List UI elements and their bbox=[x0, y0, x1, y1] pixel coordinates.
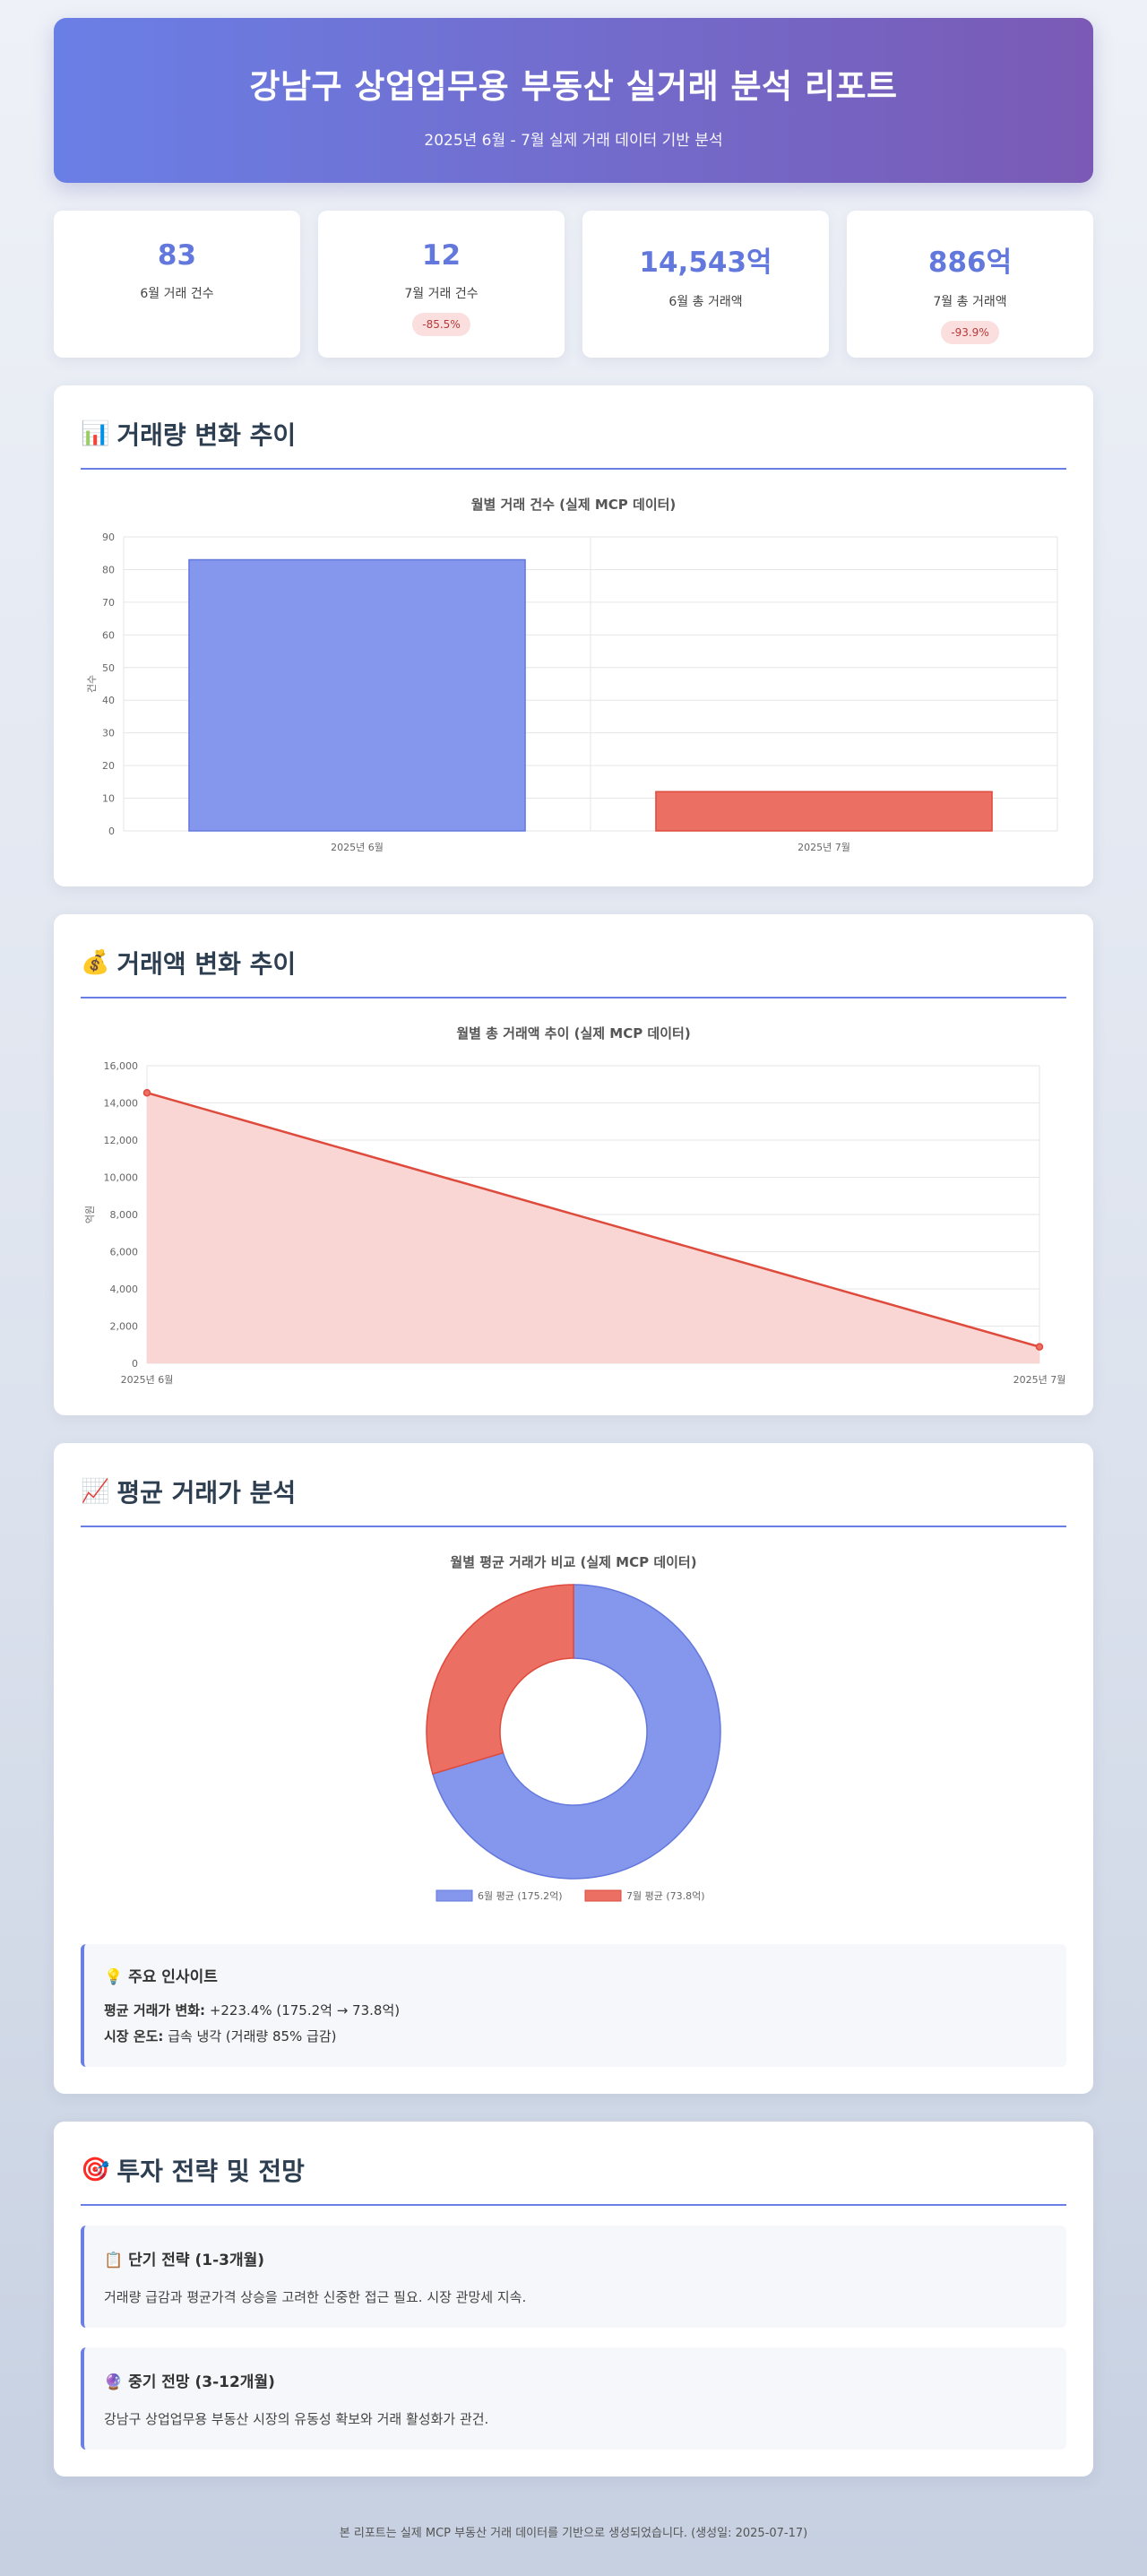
stat-value: 14,543억 bbox=[639, 246, 772, 279]
stat-value: 83 bbox=[157, 239, 197, 272]
section-title: 🎯 투자 전략 및 전망 bbox=[81, 2152, 1066, 2206]
section-title-text: 투자 전략 및 전망 bbox=[116, 2157, 305, 2186]
chart-title: 월별 거래 건수 (실제 MCP 데이터) bbox=[470, 497, 677, 513]
legend-swatch bbox=[436, 1889, 473, 1902]
data-point bbox=[142, 1088, 151, 1097]
strategy-title-text: 중기 전망 (3-12개월) bbox=[128, 2373, 275, 2391]
stat-card-june-amount: 14,543억 6월 총 거래액 bbox=[582, 211, 829, 358]
bar bbox=[188, 558, 526, 832]
insight-value: 급속 냉각 (거래량 85% 급감) bbox=[163, 2028, 337, 2044]
y-tick-label: 2,000 bbox=[110, 1321, 139, 1333]
stat-label: 6월 총 거래액 bbox=[668, 295, 743, 309]
pie-slice bbox=[426, 1584, 574, 1776]
strategy-text: 강남구 상업업무용 부동산 시장의 유동성 확보와 거래 활성화가 관건. bbox=[104, 2411, 489, 2427]
report-subtitle: 2025년 6월 - 7월 실제 거래 데이터 기반 분석 bbox=[424, 132, 723, 150]
y-tick-label: 80 bbox=[102, 564, 115, 575]
y-tick-label: 90 bbox=[102, 532, 115, 543]
report-title: 강남구 상업업무용 부동산 실거래 분석 리포트 bbox=[249, 67, 898, 106]
y-tick-label: 12,000 bbox=[104, 1135, 139, 1146]
strategy-text: 거래량 급감과 평균가격 상승을 고려한 신중한 접근 필요. 시장 관망세 지… bbox=[104, 2289, 527, 2305]
target-icon: 🎯 bbox=[81, 2157, 110, 2183]
insight-label: 평균 거래가 변화: bbox=[104, 2002, 206, 2018]
insight-line: 시장 온도: 급속 냉각 (거래량 85% 급감) bbox=[104, 2027, 1047, 2045]
pie-slice bbox=[431, 1584, 721, 1880]
x-tick-label: 2025년 6월 bbox=[121, 1374, 174, 1386]
insight-line: 평균 거래가 변화: +223.4% (175.2억 → 73.8억) bbox=[104, 2001, 1047, 2019]
legend-swatch bbox=[584, 1889, 622, 1902]
section-title-text: 거래량 변화 추이 bbox=[116, 420, 297, 450]
x-tick-label: 2025년 7월 bbox=[1013, 1374, 1066, 1386]
y-tick-label: 0 bbox=[108, 826, 115, 837]
y-tick-label: 30 bbox=[102, 728, 115, 739]
stat-value: 886억 bbox=[927, 246, 1013, 279]
legend-label: 6월 평균 (175.2억) bbox=[478, 1890, 563, 1902]
report-header: 강남구 상업업무용 부동산 실거래 분석 리포트 2025년 6월 - 7월 실… bbox=[54, 18, 1093, 183]
area-fill bbox=[147, 1093, 1039, 1363]
stat-card-july-amount: 886억 7월 총 거래액 -93.9% bbox=[847, 211, 1093, 358]
y-tick-label: 40 bbox=[102, 695, 115, 706]
report-footer: 본 리포트는 실제 MCP 부동산 거래 데이터를 기반으로 생성되었습니다. … bbox=[339, 2527, 808, 2540]
y-tick-label: 14,000 bbox=[104, 1098, 139, 1110]
chart-title: 월별 총 거래액 추이 (실제 MCP 데이터) bbox=[456, 1025, 691, 1042]
section-title-text: 평균 거래가 분석 bbox=[116, 1478, 297, 1508]
crystal-ball-icon: 🔮 bbox=[104, 2373, 124, 2391]
bar bbox=[655, 791, 993, 832]
amount-section: 💰 거래액 변화 추이 월별 총 거래액 추이 (실제 MCP 데이터) 0 2,… bbox=[54, 914, 1093, 1415]
stat-label: 7월 총 거래액 bbox=[933, 295, 1007, 309]
volume-section: 📊 거래량 변화 추이 월별 거래 건수 (실제 MCP 데이터) 0 10 20 3… bbox=[54, 385, 1093, 886]
lightbulb-icon: 💡 bbox=[104, 1968, 124, 1986]
y-tick-label: 20 bbox=[102, 760, 115, 772]
x-tick-label: 2025년 6월 bbox=[331, 842, 384, 853]
memo-icon: 📋 bbox=[104, 2252, 124, 2269]
stat-label: 7월 거래 건수 bbox=[404, 287, 479, 301]
stat-label: 6월 거래 건수 bbox=[140, 287, 214, 301]
stat-value: 12 bbox=[421, 239, 461, 272]
legend-label: 7월 평균 (73.8억) bbox=[626, 1890, 705, 1902]
y-tick-label: 70 bbox=[102, 597, 115, 609]
section-title-text: 거래액 변화 추이 bbox=[116, 949, 297, 979]
y-tick-label: 0 bbox=[132, 1358, 138, 1370]
y-tick-label: 8,000 bbox=[110, 1209, 139, 1221]
strategy-title: 📋 단기 전략 (1-3개월) bbox=[104, 2247, 1047, 2269]
section-title: 💰 거래액 변화 추이 bbox=[81, 945, 1066, 998]
mid-term-outlook: 🔮 중기 전망 (3-12개월) 강남구 상업업무용 부동산 시장의 유동성 확… bbox=[81, 2347, 1066, 2450]
report-page: 강남구 상업업무용 부동산 실거래 분석 리포트 2025년 6월 - 7월 실… bbox=[54, 0, 1093, 2576]
y-tick-label: 16,000 bbox=[104, 1060, 139, 1072]
insight-title: 💡 주요 인사이트 bbox=[104, 1964, 1047, 1986]
x-tick-label: 2025년 7월 bbox=[798, 842, 850, 853]
average-section: 📈 평균 거래가 분석 월별 평균 거래가 비교 (실제 MCP 데이터) 6월… bbox=[54, 1443, 1093, 2094]
stat-card-july-count: 12 7월 거래 건수 -85.5% bbox=[318, 211, 565, 358]
y-tick-label: 50 bbox=[102, 662, 115, 674]
insight-label: 시장 온도: bbox=[104, 2028, 164, 2044]
y-axis-label: 건수 bbox=[86, 675, 98, 693]
strategy-title-text: 단기 전략 (1-3개월) bbox=[128, 2252, 265, 2269]
section-title: 📈 평균 거래가 분석 bbox=[81, 1474, 1066, 1527]
change-badge: -85.5% bbox=[412, 313, 470, 336]
bar-chart-icon: 📊 bbox=[81, 420, 110, 447]
trend-up-icon: 📈 bbox=[81, 1478, 110, 1505]
change-badge: -93.9% bbox=[941, 321, 999, 344]
y-tick-label: 60 bbox=[102, 629, 115, 641]
y-axis-label: 억원 bbox=[84, 1206, 96, 1223]
volume-bar-chart: 0 10 20 30 40 50 60 70 80 90 건수 2025년 6월 2025년 7월 bbox=[86, 532, 1058, 853]
insight-box: 💡 주요 인사이트 평균 거래가 변화: +223.4% (175.2억 → 7… bbox=[81, 1944, 1066, 2067]
stats-row: 83 6월 거래 건수 12 7월 거래 건수 -85.5% 14,543억 6… bbox=[54, 211, 1093, 358]
short-term-strategy: 📋 단기 전략 (1-3개월) 거래량 급감과 평균가격 상승을 고려한 신중한… bbox=[81, 2226, 1066, 2328]
series-line bbox=[146, 1092, 1040, 1348]
y-tick-label: 6,000 bbox=[110, 1247, 139, 1258]
y-tick-label: 10,000 bbox=[104, 1172, 139, 1184]
insight-title-text: 주요 인사이트 bbox=[128, 1968, 218, 1986]
strategy-title: 🔮 중기 전망 (3-12개월) bbox=[104, 2369, 1047, 2391]
money-bag-icon: 💰 bbox=[81, 949, 110, 976]
chart-title: 월별 평균 거래가 비교 (실제 MCP 데이터) bbox=[450, 1554, 697, 1570]
stat-card-june-count: 83 6월 거래 건수 bbox=[54, 211, 300, 358]
average-doughnut-chart: 6월 평균 (175.2억) 7월 평균 (73.8억) bbox=[426, 1584, 721, 1902]
data-point bbox=[1035, 1343, 1044, 1351]
insight-value: +223.4% (175.2억 → 73.8억) bbox=[205, 2002, 401, 2018]
y-tick-label: 10 bbox=[102, 793, 115, 805]
y-tick-label: 4,000 bbox=[110, 1284, 139, 1295]
strategy-section: 🎯 투자 전략 및 전망 📋 단기 전략 (1-3개월) 거래량 급감과 평균가… bbox=[54, 2122, 1093, 2477]
amount-area-chart: 0 2,000 4,000 6,000 8,000 10,000 12,000 14,000 1… bbox=[84, 1060, 1066, 1386]
section-title: 📊 거래량 변화 추이 bbox=[81, 416, 1066, 470]
